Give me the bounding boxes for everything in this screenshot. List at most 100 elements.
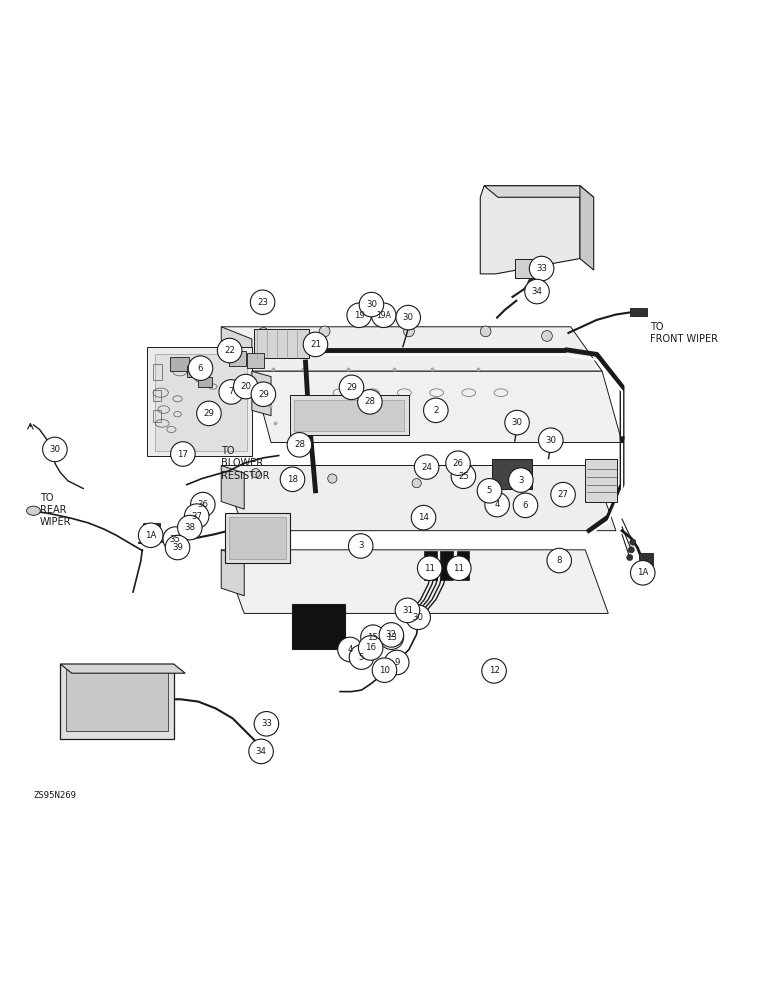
Circle shape: [50, 448, 59, 457]
Circle shape: [233, 374, 258, 399]
Circle shape: [42, 437, 67, 462]
Bar: [198, 377, 212, 387]
Text: 34: 34: [531, 287, 543, 296]
Polygon shape: [222, 550, 244, 596]
Circle shape: [379, 625, 404, 649]
Circle shape: [251, 469, 260, 478]
Circle shape: [303, 332, 328, 357]
Circle shape: [357, 390, 382, 414]
Text: 6: 6: [523, 501, 528, 510]
Text: 30: 30: [413, 613, 424, 622]
Circle shape: [530, 256, 554, 281]
Circle shape: [185, 504, 209, 528]
Text: ZS95N269: ZS95N269: [33, 791, 76, 800]
Bar: [229, 517, 286, 559]
Circle shape: [348, 534, 373, 558]
Circle shape: [404, 326, 415, 337]
Circle shape: [165, 535, 190, 560]
Ellipse shape: [26, 506, 40, 515]
Text: 39: 39: [172, 543, 183, 552]
Circle shape: [489, 483, 498, 492]
Text: 25: 25: [458, 472, 469, 481]
Circle shape: [485, 492, 510, 517]
Text: TO
FRONT WIPER: TO FRONT WIPER: [651, 322, 719, 344]
Text: 30: 30: [512, 418, 523, 427]
Bar: [187, 366, 202, 377]
Bar: [254, 329, 310, 358]
Circle shape: [249, 739, 273, 764]
Text: 14: 14: [418, 513, 429, 522]
Text: 1A: 1A: [637, 568, 648, 577]
Text: 19: 19: [354, 311, 364, 320]
Bar: [440, 551, 452, 580]
Text: 38: 38: [185, 523, 195, 532]
Circle shape: [320, 326, 330, 337]
Circle shape: [414, 614, 423, 623]
Text: 20: 20: [240, 382, 251, 391]
Bar: [290, 395, 409, 435]
Text: 33: 33: [261, 719, 272, 728]
Circle shape: [372, 658, 397, 682]
Text: 29: 29: [258, 390, 269, 399]
Bar: [630, 308, 647, 316]
Text: 28: 28: [364, 397, 375, 406]
Text: 37: 37: [191, 512, 202, 521]
Circle shape: [557, 488, 567, 497]
Polygon shape: [252, 371, 622, 443]
Circle shape: [395, 598, 420, 623]
Circle shape: [406, 605, 431, 630]
Polygon shape: [580, 186, 594, 270]
Circle shape: [371, 303, 396, 328]
Text: 8: 8: [557, 556, 562, 565]
Circle shape: [171, 442, 195, 466]
Text: 29: 29: [204, 409, 215, 418]
Text: 32: 32: [386, 630, 397, 639]
Circle shape: [287, 433, 312, 457]
Circle shape: [191, 492, 215, 517]
Circle shape: [337, 637, 362, 662]
Polygon shape: [480, 186, 580, 274]
Bar: [515, 259, 534, 278]
Text: 7: 7: [229, 387, 234, 396]
Text: 29: 29: [346, 383, 357, 392]
Circle shape: [328, 474, 337, 483]
Text: TO
BLOWER
RESISTOR: TO BLOWER RESISTOR: [222, 446, 269, 481]
Circle shape: [482, 659, 506, 683]
Circle shape: [358, 636, 383, 660]
Text: 3: 3: [358, 541, 364, 550]
Circle shape: [525, 279, 549, 304]
Circle shape: [384, 650, 409, 675]
Text: 28: 28: [294, 440, 305, 449]
Text: 11: 11: [424, 564, 435, 573]
Text: 5: 5: [359, 653, 364, 662]
Circle shape: [550, 482, 575, 507]
Circle shape: [251, 382, 276, 406]
Bar: [247, 353, 264, 368]
Polygon shape: [60, 664, 174, 739]
Circle shape: [258, 328, 269, 338]
Circle shape: [347, 303, 371, 328]
Circle shape: [359, 292, 384, 317]
Circle shape: [415, 455, 439, 479]
Circle shape: [361, 625, 385, 649]
Polygon shape: [60, 664, 185, 673]
Circle shape: [546, 437, 555, 446]
Text: 2: 2: [433, 406, 438, 415]
Text: 15: 15: [367, 633, 378, 642]
Circle shape: [480, 326, 491, 337]
Text: 5: 5: [486, 486, 493, 495]
Bar: [639, 553, 652, 572]
Text: 23: 23: [257, 298, 268, 307]
Circle shape: [379, 623, 404, 647]
Circle shape: [412, 479, 422, 488]
Circle shape: [349, 645, 374, 669]
Text: 21: 21: [310, 340, 321, 349]
Polygon shape: [222, 550, 608, 613]
Polygon shape: [222, 327, 602, 371]
Circle shape: [424, 398, 448, 423]
Text: 10: 10: [379, 666, 390, 675]
Circle shape: [250, 290, 275, 315]
Circle shape: [539, 428, 563, 452]
Bar: [492, 459, 532, 489]
Text: 26: 26: [452, 459, 463, 468]
